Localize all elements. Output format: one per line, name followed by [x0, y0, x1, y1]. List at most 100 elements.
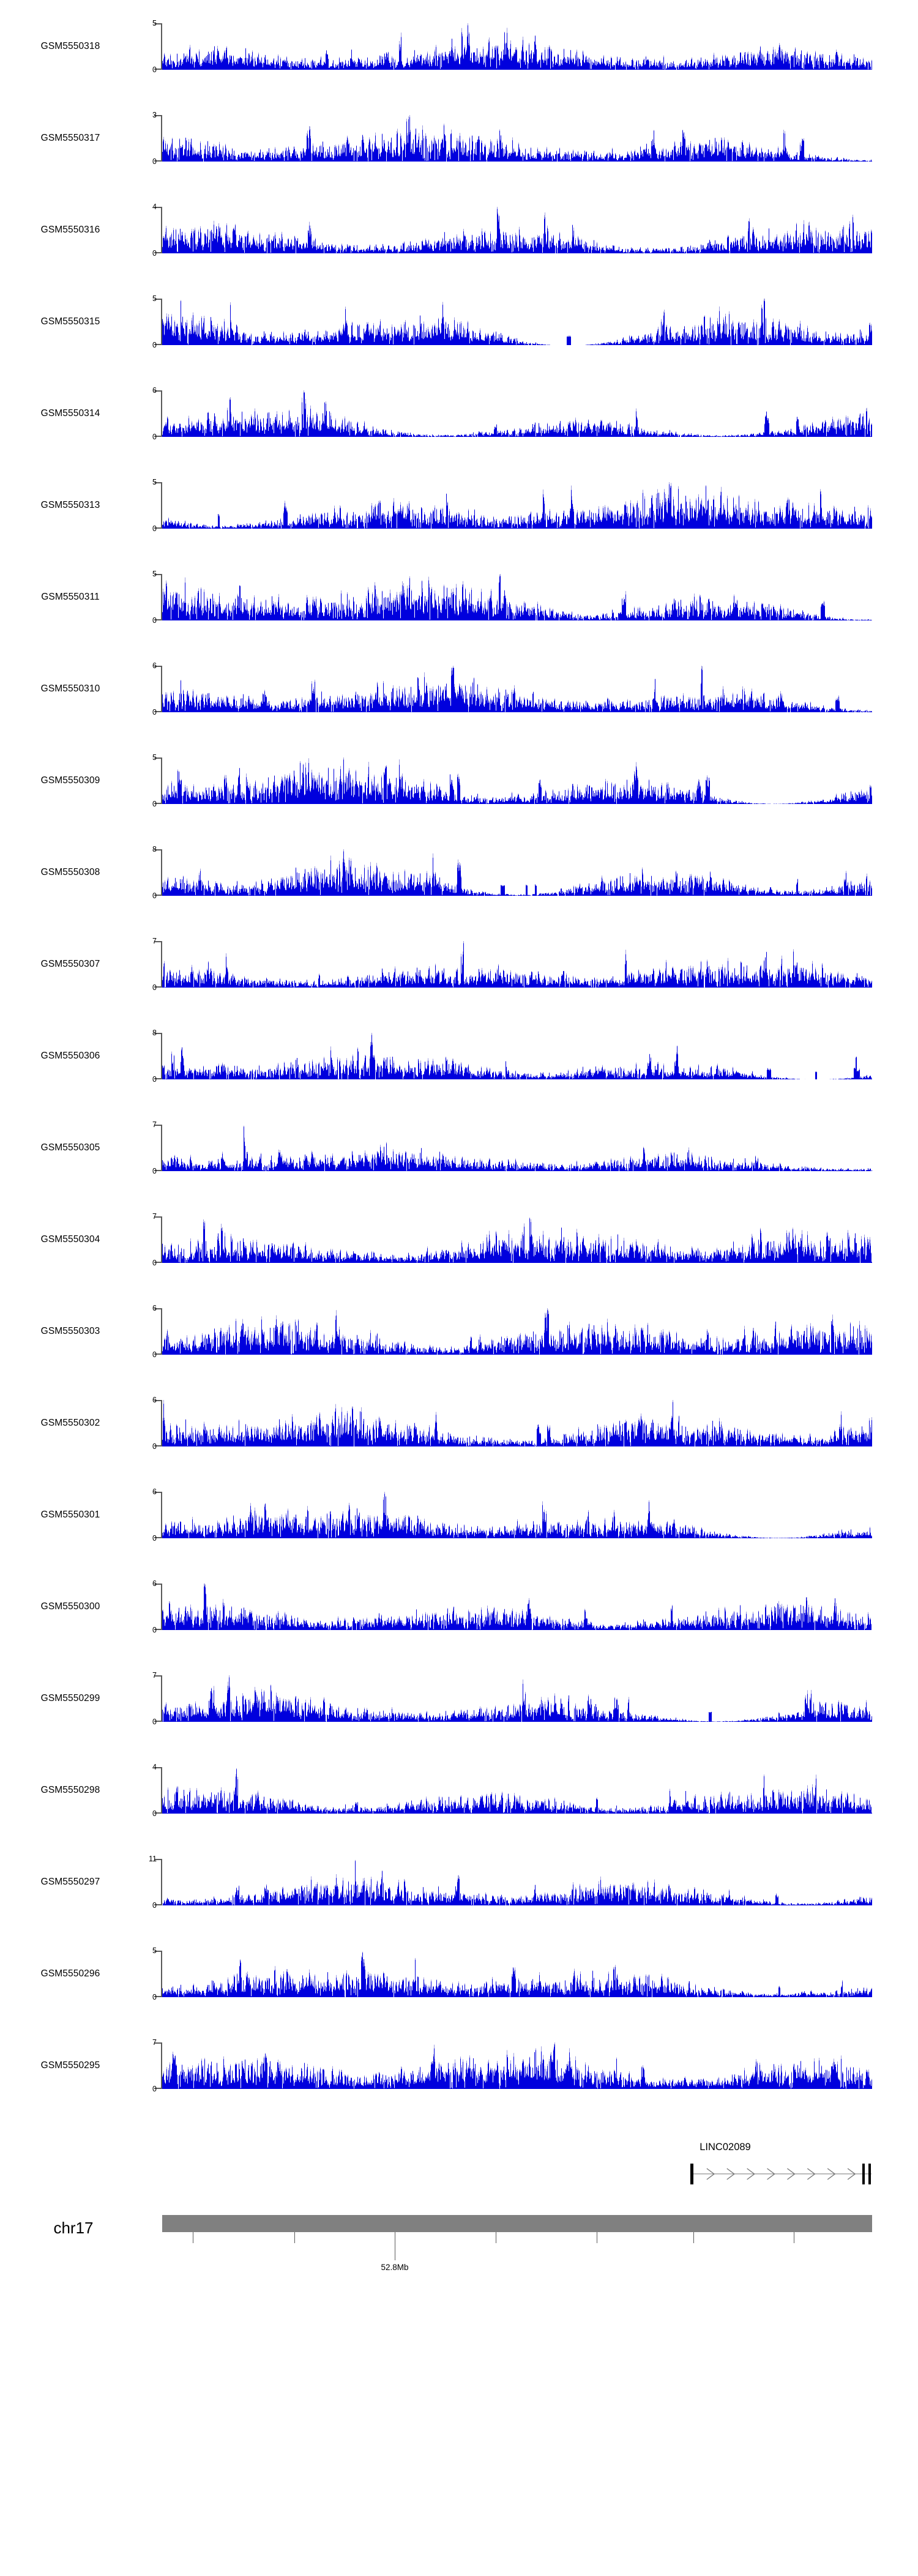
- y-axis-max-label: 5: [152, 478, 157, 486]
- coverage-plot-area[interactable]: [162, 1400, 872, 1446]
- y-axis-max-label: 5: [152, 1946, 157, 1955]
- coverage-plot-area[interactable]: [162, 482, 872, 529]
- coverage-plot-area[interactable]: [162, 115, 872, 162]
- coverage-track: GSM5550318 5 0: [0, 20, 918, 73]
- coverage-track: GSM5550298 4 0: [0, 1763, 918, 1817]
- y-axis-line: [161, 1400, 162, 1446]
- y-axis-tick-max: [154, 482, 161, 483]
- coverage-plot-area[interactable]: [162, 2042, 872, 2089]
- y-axis-tick-max: [154, 758, 161, 759]
- coverage-plot-area[interactable]: [162, 299, 872, 345]
- y-axis-line: [161, 1951, 162, 1997]
- coverage-plot-area[interactable]: [162, 23, 872, 70]
- coverage-histogram: [162, 574, 872, 620]
- y-axis-line: [161, 1033, 162, 1079]
- y-axis-tick-min: [154, 436, 161, 437]
- coverage-plot-area[interactable]: [162, 1492, 872, 1538]
- coverage-track: GSM5550313 5 0: [0, 478, 918, 532]
- coverage-track: GSM5550303 6 0: [0, 1305, 918, 1358]
- y-axis-line: [161, 482, 162, 529]
- y-axis-min-label: 0: [152, 891, 157, 900]
- y-axis-min-label: 0: [152, 616, 157, 625]
- track-sample-label: GSM5550311: [41, 592, 100, 602]
- coverage-histogram: [162, 1584, 872, 1630]
- track-sample-label: GSM5550296: [40, 1968, 100, 1979]
- y-axis-tick-min: [154, 1721, 161, 1722]
- coverage-plot-area[interactable]: [162, 1675, 872, 1722]
- chromosome-bar[interactable]: [162, 2215, 872, 2232]
- track-y-axis: 11 0: [149, 1855, 162, 1909]
- coverage-plot-area[interactable]: [162, 1859, 872, 1905]
- coverage-plot-area[interactable]: [162, 666, 872, 712]
- coverage-plot-area[interactable]: [162, 1951, 872, 1997]
- y-axis-max-label: 6: [152, 386, 157, 395]
- y-axis-max-label: 4: [152, 203, 157, 211]
- y-axis-tick-min: [154, 527, 161, 529]
- coverage-track: GSM5550309 5 0: [0, 754, 918, 808]
- y-axis-max-label: 7: [152, 937, 157, 945]
- coverage-track: GSM5550299 7 0: [0, 1672, 918, 1725]
- coverage-histogram: [162, 2042, 872, 2089]
- axis-tick: [294, 2232, 296, 2243]
- y-axis-tick-max: [154, 1492, 161, 1493]
- gene-exon[interactable]: [862, 2164, 865, 2184]
- y-axis-tick-min: [154, 1262, 161, 1263]
- coverage-track: GSM5550311 5 0: [0, 570, 918, 624]
- coverage-plot-area[interactable]: [162, 207, 872, 253]
- y-axis-line: [161, 1859, 162, 1905]
- y-axis-line: [161, 574, 162, 620]
- coverage-plot-area[interactable]: [162, 941, 872, 988]
- y-axis-line: [161, 1125, 162, 1171]
- y-axis-max-label: 8: [152, 1029, 157, 1037]
- y-axis-line: [161, 1675, 162, 1722]
- coverage-plot-area[interactable]: [162, 849, 872, 896]
- gene-exon[interactable]: [690, 2164, 693, 2184]
- coverage-plot-area[interactable]: [162, 758, 872, 804]
- y-axis-min-label: 0: [152, 65, 157, 74]
- y-axis-max-label: 5: [152, 570, 157, 578]
- coverage-plot-area[interactable]: [162, 390, 872, 437]
- track-sample-label: GSM5550302: [40, 1418, 100, 1428]
- coverage-histogram: [162, 1400, 872, 1446]
- track-sample-label: GSM5550315: [40, 316, 100, 327]
- coverage-track: GSM5550307 7 0: [0, 937, 918, 991]
- track-sample-label: GSM5550298: [40, 1785, 100, 1795]
- coverage-track: GSM5550295 7 0: [0, 2039, 918, 2093]
- gene-model[interactable]: [690, 2164, 871, 2184]
- y-axis-min-label: 0: [152, 1900, 157, 1910]
- y-axis-tick-max: [154, 1584, 161, 1585]
- coverage-track: GSM5550317 3 0: [0, 111, 918, 165]
- coverage-plot-area[interactable]: [162, 1216, 872, 1263]
- y-axis-min-label: 0: [152, 1992, 157, 2001]
- y-axis-tick-max: [154, 23, 161, 24]
- coverage-histogram: [162, 758, 872, 804]
- y-axis-max-label: 7: [152, 1120, 157, 1129]
- coverage-histogram: [162, 1675, 872, 1722]
- y-axis-max-label: 6: [152, 1304, 157, 1312]
- coverage-plot-area[interactable]: [162, 1584, 872, 1630]
- coverage-plot-area[interactable]: [162, 1767, 872, 1814]
- coverage-histogram: [162, 482, 872, 529]
- gene-exon[interactable]: [868, 2164, 871, 2184]
- coverage-plot-area[interactable]: [162, 1033, 872, 1079]
- y-axis-max-label: 6: [152, 1396, 157, 1404]
- coverage-plot-area[interactable]: [162, 1308, 872, 1355]
- coverage-histogram: [162, 1767, 872, 1814]
- y-axis-max-label: 4: [152, 1763, 157, 1771]
- y-axis-tick-min: [154, 252, 161, 253]
- coverage-plot-area[interactable]: [162, 574, 872, 620]
- gene-strand-arrows-icon: [706, 2168, 856, 2180]
- y-axis-min-label: 0: [152, 2084, 157, 2093]
- coverage-plot-area[interactable]: [162, 1125, 872, 1171]
